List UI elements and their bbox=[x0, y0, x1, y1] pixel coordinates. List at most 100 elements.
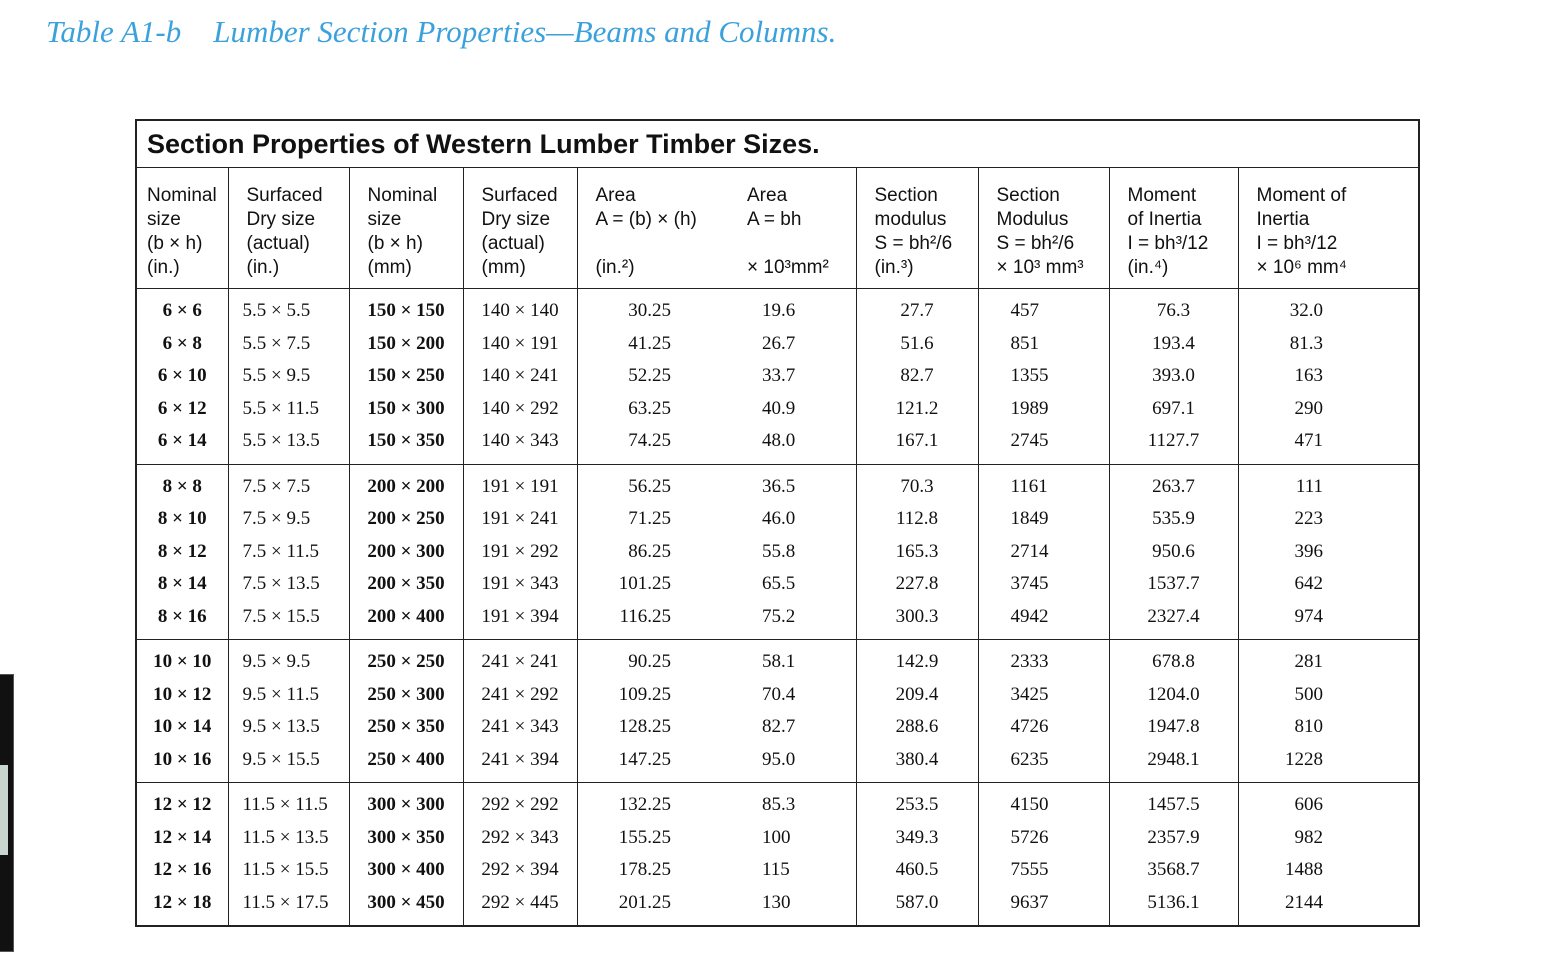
table-row: 6 × 12 5.5 × 11.5 150 × 300 140 × 292 63.25 4… bbox=[136, 392, 1419, 425]
header-line: Area bbox=[595, 185, 636, 206]
table-cell: 7555 bbox=[977, 854, 1109, 887]
header-line: S = bh²/6 bbox=[996, 233, 1075, 254]
table-cell: 85.3 bbox=[762, 794, 796, 816]
table-row: 10 × 12 9.5 × 11.5 250 × 300 241 × 292 109.2… bbox=[136, 678, 1419, 711]
table-name: Lumber Section Properties—Beams and Colu… bbox=[213, 14, 837, 49]
table-cell: 3568.7 bbox=[1108, 854, 1238, 887]
table-cell: 349.3 bbox=[855, 821, 978, 854]
table-cell: 1488 bbox=[1237, 854, 1419, 887]
header-line: Nominal bbox=[147, 185, 217, 206]
table-row: 8 × 10 7.5 × 9.5 200 × 250 191 × 241 71.25 46… bbox=[136, 503, 1419, 536]
table-cell: 4150 bbox=[977, 782, 1109, 822]
table-cell: 51.6 bbox=[855, 327, 978, 360]
column-header: Moment of Inertia I = bh³/12 × 10⁶ mm⁴ bbox=[1237, 167, 1419, 289]
table-cell: 3745 bbox=[977, 568, 1109, 601]
header-line: Nominal bbox=[367, 185, 438, 206]
table-cell: 5.5 × 9.5 bbox=[227, 360, 349, 393]
table-cell: 191 × 343 bbox=[462, 568, 577, 601]
table-row: 8 × 14 7.5 × 13.5 200 × 350 191 × 343 101.25… bbox=[136, 568, 1419, 601]
header-line: (in.) bbox=[246, 257, 280, 278]
table-cell: 2327.4 bbox=[1108, 600, 1238, 640]
table-cell: 250 × 300 bbox=[348, 678, 463, 711]
header-line: (actual) bbox=[481, 233, 545, 254]
table-cell: 678.8 bbox=[1108, 639, 1238, 679]
table-cell: 115 bbox=[762, 859, 790, 881]
table-cell: 150 × 200 bbox=[348, 327, 463, 360]
table-cell: 11.5 × 17.5 bbox=[227, 886, 349, 926]
table-row: 8 × 8 7.5 × 7.5 200 × 200 191 × 191 56.25 36.… bbox=[136, 464, 1419, 503]
table-cell: 7.5 × 11.5 bbox=[227, 535, 349, 568]
header-lines: Area A = bh × 10³mm² bbox=[747, 168, 856, 280]
table-cell: 6 × 10 bbox=[157, 365, 207, 387]
table-cell: 1127.7 bbox=[1108, 425, 1238, 464]
table-cell: 1989 bbox=[977, 392, 1109, 425]
header-line: (mm) bbox=[367, 257, 412, 278]
table-cell: 471 bbox=[1237, 425, 1419, 464]
column-header: Section Modulus S = bh²/6 × 10³ mm³ bbox=[977, 167, 1109, 289]
table-cell: 41.25 bbox=[576, 327, 721, 360]
table-cell: 163 bbox=[1237, 360, 1419, 393]
table-cell: 150 × 150 bbox=[348, 288, 463, 328]
table-cell: 191 × 394 bbox=[462, 600, 577, 640]
side-thumbnail bbox=[0, 674, 14, 952]
column-header: Nominal size (b × h) (mm) bbox=[348, 167, 463, 289]
row-group: 6 × 6 5.5 × 5.5 150 × 150 140 × 140 30.25 19.… bbox=[136, 288, 1419, 464]
table-cell: 55.8 bbox=[762, 540, 796, 562]
table-caption: Section Properties of Western Lumber Tim… bbox=[136, 120, 1419, 168]
table-cell: 9637 bbox=[977, 886, 1109, 926]
table-cell: 140 × 292 bbox=[462, 392, 577, 425]
table-cell: 112.8 bbox=[855, 503, 978, 536]
table-cell: 7.5 × 9.5 bbox=[227, 503, 349, 536]
table-cell: 10 × 12 bbox=[153, 683, 212, 705]
table-cell: 121.2 bbox=[855, 392, 978, 425]
table-cell: 253.5 bbox=[855, 782, 978, 822]
table-row: 12 × 16 11.5 × 15.5 300 × 400 292 × 394 178.… bbox=[136, 854, 1419, 887]
header-line: (mm) bbox=[481, 257, 526, 278]
table-cell: 460.5 bbox=[855, 854, 978, 887]
table-cell: 100 bbox=[762, 826, 791, 848]
header-line: size bbox=[367, 209, 402, 230]
header-line: (in.²) bbox=[595, 257, 635, 278]
table-cell: 587.0 bbox=[855, 886, 978, 926]
table-cell: 380.4 bbox=[855, 743, 978, 783]
column-header: Nominal size (b × h) (in.) bbox=[136, 167, 228, 289]
table-cell: 982 bbox=[1237, 821, 1419, 854]
header-line: Dry size bbox=[246, 209, 316, 230]
table-cell: 8 × 10 bbox=[157, 508, 207, 530]
table-cell: 200 × 400 bbox=[348, 600, 463, 640]
table-cell: 12 × 18 bbox=[153, 891, 212, 913]
table-cell: 71.25 bbox=[576, 503, 721, 536]
table-cell: 292 × 394 bbox=[462, 854, 577, 887]
table-cell: 241 × 241 bbox=[462, 639, 577, 679]
header-line: Moment of bbox=[1256, 185, 1347, 206]
header-line: (in.⁴) bbox=[1127, 257, 1169, 278]
header-line: Section bbox=[874, 185, 938, 206]
table-cell: 200 × 250 bbox=[348, 503, 463, 536]
table-cell: 48.0 bbox=[762, 430, 796, 452]
table-cell: 4726 bbox=[977, 711, 1109, 744]
header-line: Moment bbox=[1127, 185, 1197, 206]
table-cell: 130 bbox=[762, 891, 791, 913]
table-cell: 500 bbox=[1237, 678, 1419, 711]
table-cell: 128.25 bbox=[576, 711, 721, 744]
header-line: Modulus bbox=[996, 209, 1069, 230]
table-cell: 12 × 16 bbox=[153, 859, 212, 881]
table-cell: 140 × 140 bbox=[462, 288, 577, 328]
table-cell: 167.1 bbox=[855, 425, 978, 464]
table-cell: 5.5 × 7.5 bbox=[227, 327, 349, 360]
table-row: 6 × 10 5.5 × 9.5 150 × 250 140 × 241 52.25 33… bbox=[136, 360, 1419, 393]
header-lines: Section modulus S = bh²/6 (in.³) bbox=[875, 168, 978, 280]
table-cell: 250 × 400 bbox=[348, 743, 463, 783]
table-cell: 76.3 bbox=[1108, 288, 1238, 328]
header-line: (b × h) bbox=[367, 233, 423, 254]
table-cell: 9.5 × 13.5 bbox=[227, 711, 349, 744]
table-cell: 201.25 bbox=[576, 886, 721, 926]
table-cell: 116.25 bbox=[576, 600, 721, 640]
table-cell: 223 bbox=[1237, 503, 1419, 536]
table-cell: 7.5 × 15.5 bbox=[227, 600, 349, 640]
table-cell: 142.9 bbox=[855, 639, 978, 679]
table-cell: 1849 bbox=[977, 503, 1109, 536]
table-cell: 851 bbox=[977, 327, 1109, 360]
table-cell: 10 × 14 bbox=[153, 716, 212, 738]
table-cell: 12 × 14 bbox=[153, 826, 212, 848]
